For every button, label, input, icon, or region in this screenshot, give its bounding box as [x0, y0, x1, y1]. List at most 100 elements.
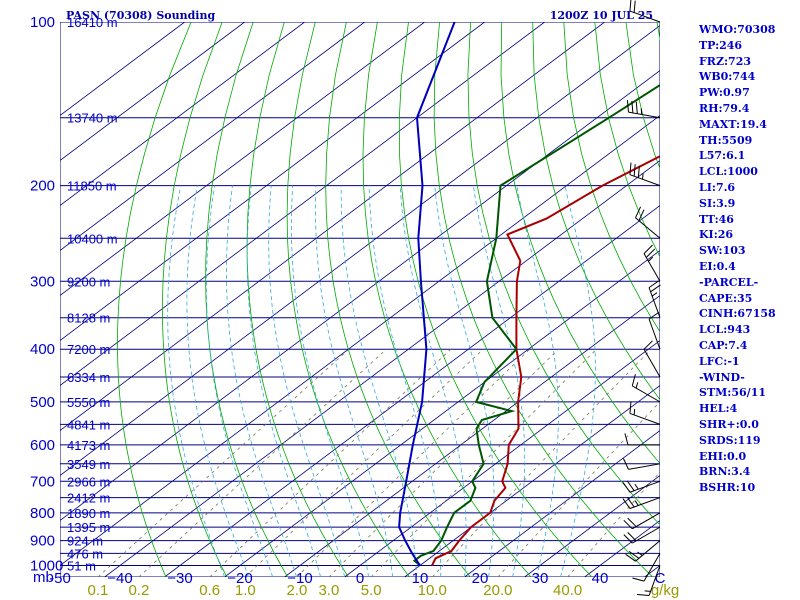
dry-adiabat-line — [398, 22, 593, 577]
wind-barb-half-flag — [648, 256, 654, 262]
index-item: CINH:67158 — [699, 307, 776, 321]
index-item: BSHR:10 — [699, 481, 756, 495]
wind-barb-flag — [637, 594, 650, 597]
mixing-ratio-label: 0.1 — [88, 582, 109, 599]
indices-panel: WMO:70308 TP:246 FRZ:723 WB0:744 PW:0.97 RH:7… — [699, 22, 799, 496]
dry-adiabat-line — [325, 22, 471, 577]
wind-barb-flag — [638, 209, 645, 221]
isotherm-line — [60, 22, 425, 296]
pressure-tick-label: 400 — [30, 341, 55, 358]
mixing-ratio-label: 3.0 — [318, 582, 339, 599]
index-item: WB0:744 — [699, 70, 756, 84]
mixing-ratio-label: 20.0 — [483, 582, 512, 599]
height-label: 8128 m — [67, 311, 110, 326]
wind-barb-staff — [635, 540, 661, 562]
isotherm-line — [60, 22, 545, 386]
wind-barb-flag — [632, 577, 645, 582]
temperature-tick-label: 20 — [472, 570, 489, 587]
index-item: SHR+:0.0 — [699, 417, 759, 431]
wind-barb-flag — [635, 101, 638, 114]
height-label: 51 m — [67, 558, 96, 573]
dry-adiabat-line — [117, 22, 192, 577]
pressure-tick-label: 200 — [30, 178, 55, 195]
temperature-tick-label: −30 — [167, 570, 192, 587]
index-item: EHI:0.0 — [699, 449, 747, 463]
wind-barb-half-flag — [637, 551, 643, 556]
wind-barb-flag — [633, 164, 636, 177]
pressure-tick-label: 500 — [30, 394, 55, 411]
index-item: SRDS:119 — [699, 433, 761, 447]
isotherm-line — [344, 339, 660, 577]
wind-barb-staff — [643, 553, 661, 582]
isotherm-line — [60, 69, 660, 521]
dry-adiabat-line — [205, 22, 289, 577]
temperature-tick-label: −40 — [107, 570, 132, 587]
isotherm-line — [60, 22, 185, 116]
wind-barb-half-flag — [634, 500, 639, 506]
index-item: TP:246 — [699, 38, 743, 52]
dry-adiabat-line — [246, 22, 349, 577]
index-item: SW:103 — [699, 244, 746, 258]
index-item: LFC:-1 — [699, 354, 740, 368]
moist-adiabat-line — [186, 185, 249, 577]
index-item: BRN:3.4 — [699, 465, 751, 479]
isotherm-line — [524, 474, 660, 577]
wind-barb-flag — [622, 458, 629, 470]
dry-adiabat-line — [594, 22, 660, 258]
wind-barb-staff — [629, 480, 661, 493]
wind-barb-staff — [648, 565, 661, 596]
index-item: EI:0.4 — [699, 259, 736, 273]
wind-barb-half-flag — [634, 483, 639, 490]
wind-barb-flag — [623, 519, 633, 530]
mixing-ratio-label: 1.0 — [235, 582, 256, 599]
isotherm-line — [60, 22, 245, 161]
temperature-tick-label: −10 — [287, 570, 312, 587]
moist-adiabat-line — [340, 185, 417, 577]
wind-barb-flag — [626, 496, 635, 508]
wind-barb-flag — [622, 482, 631, 493]
temperature-tick-label: 0 — [356, 570, 364, 587]
height-label: 2966 m — [67, 474, 110, 489]
dry-adiabat-line — [563, 22, 660, 333]
mixing-ratio-label: g/kg — [651, 582, 679, 599]
dewpoint-line — [412, 83, 660, 567]
index-item: CAPE:35 — [699, 291, 753, 305]
dry-adiabat-line — [161, 22, 228, 577]
index-item: -PARCEL- — [699, 275, 759, 289]
wind-barb-flag — [637, 165, 640, 178]
moist-adiabat-line — [246, 185, 321, 577]
isotherm-line — [164, 204, 660, 577]
index-item: SI:3.9 — [699, 196, 736, 210]
wind-barb-half-flag — [651, 292, 658, 297]
wind-barb-flag — [629, 0, 632, 12]
height-label: 476 m — [67, 546, 103, 561]
isotherm-line — [464, 429, 660, 577]
isotherm-line — [60, 22, 365, 251]
wind-barb-staff — [629, 497, 661, 509]
wind-barb-staff — [648, 318, 661, 350]
wind-barb-staff — [629, 10, 661, 23]
height-label: 5550 m — [67, 395, 110, 410]
moist-adiabat-line — [268, 185, 345, 577]
isotherm-line — [104, 159, 660, 577]
wind-barb-staff — [643, 253, 661, 282]
wind-barb-half-flag — [642, 173, 644, 180]
dry-adiabat-line — [500, 22, 660, 465]
mixing-ratio-line — [97, 348, 350, 577]
height-label: 7200 m — [67, 342, 110, 357]
height-label: 13740 m — [67, 111, 118, 126]
wind-barb-staff — [628, 111, 661, 119]
index-item: WMO:70308 — [699, 23, 776, 36]
wind-barb-flag — [635, 206, 642, 218]
wind-barb-staff — [628, 463, 661, 470]
pressure-tick-label: 800 — [30, 505, 55, 522]
dry-adiabat-line — [532, 22, 660, 401]
parcel-line — [398, 22, 456, 567]
wind-barb-half-flag — [633, 408, 636, 416]
index-item: LI:7.6 — [699, 180, 736, 194]
moist-adiabat-line — [516, 185, 559, 577]
chart-subtitle: 1200Z 10 JUL 25 — [550, 9, 653, 22]
wind-barb-half-flag — [644, 590, 651, 592]
